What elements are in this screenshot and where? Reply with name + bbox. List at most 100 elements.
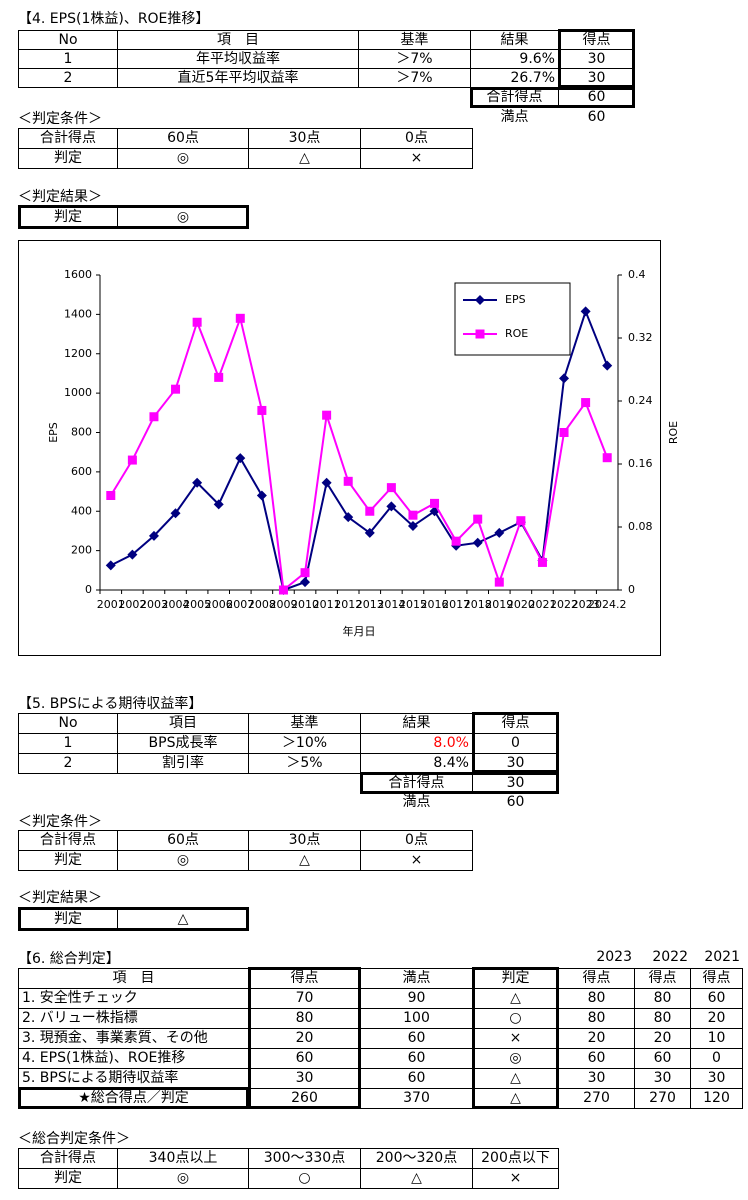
cell: 30点 [248, 128, 361, 149]
cell: 4. EPS(1株益)、ROE推移 [18, 1048, 249, 1069]
cell: 20 [690, 1008, 743, 1029]
point [494, 577, 504, 587]
cell: 合計得点 [18, 1148, 118, 1169]
point [386, 501, 397, 512]
point [300, 577, 311, 588]
cell: 判定 [18, 1168, 118, 1189]
heading: 【5. BPSによる期待収益率】 [18, 696, 203, 712]
point [581, 398, 591, 408]
x-tick-label: 2010 [291, 598, 319, 611]
cell: 60 [690, 988, 743, 1009]
cell: 基準 [248, 713, 361, 734]
point [192, 317, 202, 327]
y-tick-label: 400 [71, 504, 92, 517]
cell: 100 [360, 1008, 473, 1029]
x-tick-label: 2013 [356, 598, 384, 611]
cell: 得点 [690, 968, 743, 989]
point [386, 483, 396, 493]
cell: 60点 [117, 830, 249, 851]
point [494, 527, 505, 538]
heading: ＜総合判定条件＞ [18, 1131, 130, 1147]
point [516, 516, 526, 526]
cell: × [360, 850, 473, 871]
cell: △ [360, 1168, 473, 1189]
heading: 【6. 総合判定】 [18, 951, 120, 967]
x-tick-label: 2014 [377, 598, 405, 611]
cell: 0点 [360, 128, 473, 149]
point [602, 453, 612, 463]
x-axis-label: 年月日 [343, 624, 376, 638]
cell: ◎ [117, 148, 249, 169]
cell: 370 [360, 1088, 473, 1109]
point [235, 453, 246, 464]
x-tick-label: 2023 [572, 598, 600, 611]
y-tick-label: 0 [85, 583, 92, 596]
cell: 1. 安全性チェック [18, 988, 249, 1009]
x-tick-label: 2006 [205, 598, 233, 611]
y2-tick-label: 0.4 [628, 268, 646, 281]
x-tick-label: 2024.2 [588, 598, 627, 611]
cell: 200～320点 [360, 1148, 473, 1169]
point [127, 549, 138, 560]
point [472, 537, 483, 548]
point [473, 514, 483, 524]
chart: 0 200 400 600 800 1000 1200 1400 1600 0 0.08 0.16 0.… [18, 240, 680, 656]
thick-border [558, 29, 635, 88]
thick-border [18, 1087, 249, 1109]
y2-tick-label: 0.32 [628, 331, 653, 344]
cell: 直近5年平均収益率 [117, 68, 359, 88]
x-tick-label: 2022 [550, 598, 578, 611]
cell: 30 [690, 1068, 743, 1089]
legend-label: ROE [505, 327, 528, 340]
cell: △ [248, 148, 361, 169]
cell: No [18, 713, 118, 734]
x-tick-label: 2011 [313, 598, 341, 611]
cell: BPS成長率 [117, 733, 249, 754]
point [149, 412, 159, 422]
cell: 得点 [558, 968, 635, 989]
x-tick-label: 2015 [399, 598, 427, 611]
point [213, 499, 224, 510]
point [235, 313, 245, 323]
x-tick-label: 2001 [97, 598, 125, 611]
point [322, 410, 332, 420]
cell: 200点以下 [472, 1148, 559, 1169]
thick-border [360, 772, 559, 794]
point [192, 477, 203, 488]
x-tick-label: 2003 [140, 598, 168, 611]
cell: 1 [18, 49, 118, 69]
x-tick-label: 2018 [464, 598, 492, 611]
heading: 【4. EPS(1株益)、ROE推移】 [18, 11, 210, 27]
y-tick-label: 600 [71, 465, 92, 478]
point [365, 506, 375, 516]
point [257, 405, 267, 415]
legend-marker [475, 329, 485, 339]
cell: 80 [634, 1008, 691, 1029]
y2-tick-label: 0.08 [628, 520, 653, 533]
cell: 120 [690, 1088, 743, 1109]
cell: 2 [18, 753, 118, 774]
cell: 30点 [248, 830, 361, 851]
cell: 割引率 [117, 753, 249, 774]
cell: 基準 [358, 30, 471, 50]
cell: 60 [634, 1048, 691, 1069]
cell: 5. BPSによる期待収益率 [18, 1068, 249, 1089]
cell: 30 [634, 1068, 691, 1089]
cell: 26.7% [470, 68, 559, 88]
thick-border [472, 712, 559, 773]
x-tick-label: 2005 [183, 598, 211, 611]
cell: 0点 [360, 830, 473, 851]
y2-tick-label: 0 [628, 583, 635, 596]
x-tick-label: 2007 [226, 598, 254, 611]
point [559, 373, 570, 384]
year: 2022 [652, 949, 688, 965]
cell: 8.4% [360, 753, 473, 774]
point [127, 455, 137, 465]
cell: 判定 [18, 148, 118, 169]
cell: No [18, 30, 118, 50]
cell: 20 [558, 1028, 635, 1049]
point [214, 372, 224, 382]
legend-label: EPS [505, 293, 526, 306]
cell: ＞10% [248, 733, 361, 754]
